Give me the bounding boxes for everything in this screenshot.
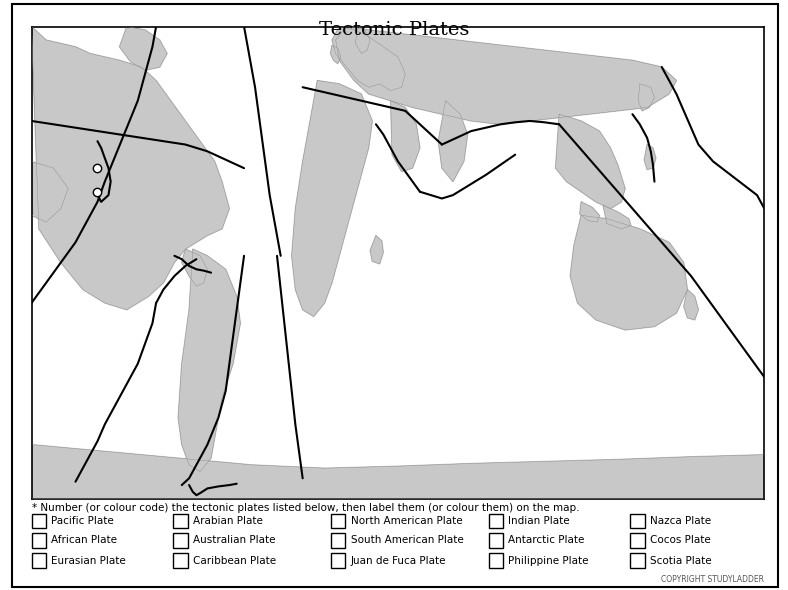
Text: Eurasian Plate: Eurasian Plate — [51, 556, 126, 565]
Text: South American Plate: South American Plate — [351, 536, 463, 545]
Polygon shape — [556, 114, 625, 209]
Polygon shape — [120, 27, 167, 70]
Text: Philippine Plate: Philippine Plate — [508, 556, 589, 565]
Text: COPYRIGHT STUDYLADDER: COPYRIGHT STUDYLADDER — [661, 575, 764, 584]
Polygon shape — [178, 249, 240, 471]
Polygon shape — [438, 101, 467, 182]
Polygon shape — [182, 249, 207, 286]
Polygon shape — [332, 27, 405, 91]
Text: Scotia Plate: Scotia Plate — [650, 556, 712, 565]
Text: North American Plate: North American Plate — [351, 516, 463, 526]
Text: Cocos Plate: Cocos Plate — [650, 536, 711, 545]
Text: Australian Plate: Australian Plate — [193, 536, 276, 545]
Polygon shape — [330, 45, 340, 64]
Polygon shape — [292, 80, 372, 316]
Polygon shape — [32, 445, 764, 499]
Text: * Number (or colour code) the tectonic plates listed below, then label them (or : * Number (or colour code) the tectonic p… — [32, 503, 579, 513]
Polygon shape — [32, 27, 229, 310]
Polygon shape — [391, 101, 420, 172]
Polygon shape — [32, 162, 69, 222]
Polygon shape — [644, 145, 656, 169]
Text: Indian Plate: Indian Plate — [508, 516, 570, 526]
Polygon shape — [571, 215, 687, 330]
Text: Juan de Fuca Plate: Juan de Fuca Plate — [351, 556, 446, 565]
Text: Antarctic Plate: Antarctic Plate — [508, 536, 585, 545]
Polygon shape — [336, 27, 676, 124]
Polygon shape — [684, 290, 698, 320]
Text: African Plate: African Plate — [51, 536, 117, 545]
Polygon shape — [370, 235, 383, 264]
Text: Arabian Plate: Arabian Plate — [193, 516, 263, 526]
Text: Nazca Plate: Nazca Plate — [650, 516, 712, 526]
Text: Caribbean Plate: Caribbean Plate — [193, 556, 276, 565]
Polygon shape — [603, 205, 631, 229]
Text: Pacific Plate: Pacific Plate — [51, 516, 114, 526]
Polygon shape — [580, 202, 600, 222]
Text: Tectonic Plates: Tectonic Plates — [319, 21, 469, 39]
Polygon shape — [355, 27, 370, 54]
Polygon shape — [638, 84, 654, 111]
